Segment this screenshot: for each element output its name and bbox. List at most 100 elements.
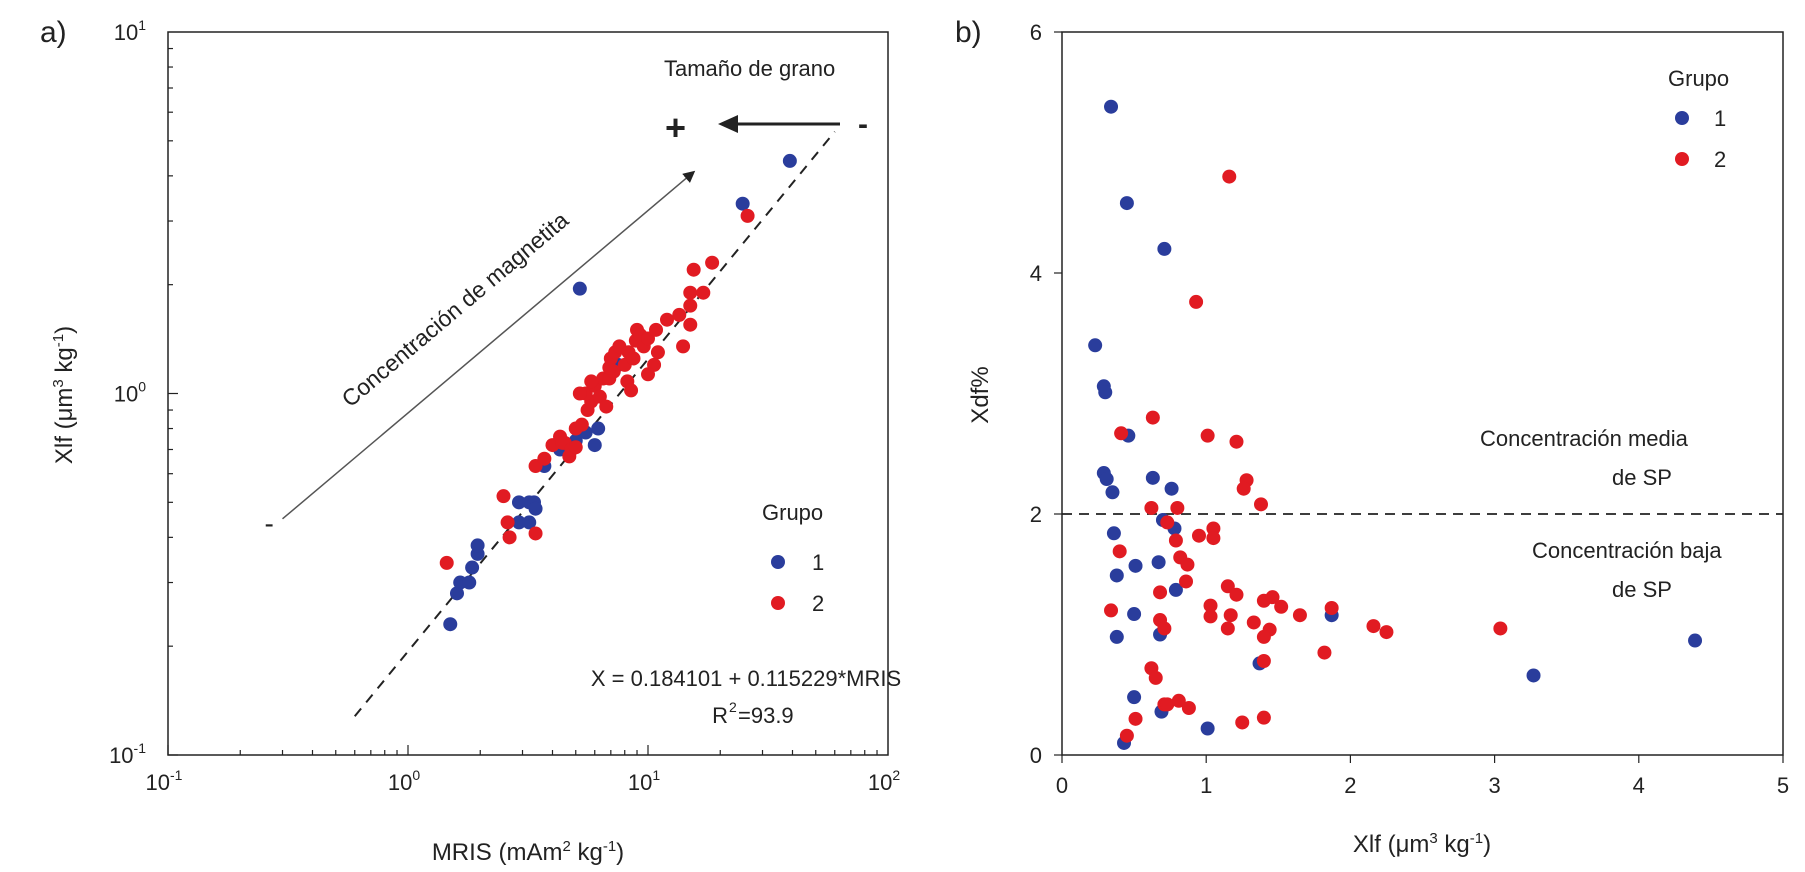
panel-b-point-group-2 [1170,500,1185,515]
panel-b-y-tick-label: 2 [1030,502,1042,527]
panel-b-point-group-2 [1200,428,1215,443]
panel-b-point-group-2 [1144,500,1159,515]
panel-b-y-tick-labels: 0 2 4 6 [1030,20,1042,768]
panel-b-point-group-2 [1246,615,1261,630]
panel-a-x-axis-label: MRIS (mAm2 kg-1) [432,838,624,866]
panel-b-x-tick-labels: 0 1 2 3 4 5 [1056,773,1789,798]
panel-a-point-group-2 [502,530,517,545]
panel-a-y-tick-label: 100 [114,379,146,407]
panel-b-x-tick-label: 4 [1633,773,1645,798]
panel-a: a) 10-1 100 101 102 10-1 100 101 - Concentrac… [40,16,901,866]
panel-b-point-group-1 [1109,568,1124,583]
panel-a-point-group-1 [465,560,480,575]
panel-b-point-group-2 [1104,603,1119,618]
panel-b-point-group-2 [1253,497,1268,512]
panel-b-point-group-1 [1099,472,1114,487]
panel-a-xlabel-end: ) [616,839,624,866]
r-squared-prefix: R [712,703,728,728]
r-squared-value: =93.9 [738,703,794,728]
panel-a-point-group-2 [650,345,665,360]
panel-a-point-group-2 [686,262,701,277]
panel-b-point-group-1 [1128,558,1143,573]
panel-b-point-group-2 [1256,654,1271,669]
panel-a-y-axis-label: Xlf (μm3 kg-1) [50,326,78,464]
panel-a-x-tick-labels: 10-1 100 101 102 [146,767,901,795]
panel-a-point-group-2 [496,489,511,504]
panel-b-xlabel-mu: μm [1396,831,1430,858]
panel-b-plot-frame [1061,31,1784,756]
lower-annotation-line2: de SP [1612,577,1672,602]
panel-a-ylabel-tail: kg [51,347,78,379]
panel-a-point-group-1 [462,575,477,590]
panel-b-point-group-2 [1157,621,1172,636]
panel-b-xlabel-tail: kg [1438,831,1470,858]
panel-b-point-group-2 [1379,625,1394,640]
panel-b-legend-marker-2 [1675,152,1689,166]
panel-b-point-group-2 [1171,693,1186,708]
panel-b-point-group-1 [1098,385,1113,400]
panel-b-point-group-2 [1265,590,1280,605]
panel-b-legend-title: Grupo [1668,66,1729,91]
panel-b-point-group-2 [1324,600,1339,615]
panel-a-point-group-2 [641,367,655,382]
panel-a-y-tick-label: 10-1 [109,740,146,768]
panel-b-point-group-2 [1493,621,1508,636]
panel-b-point-group-2 [1168,533,1183,548]
panel-b-x-tick-label: 3 [1488,773,1500,798]
panel-a-ylabel-sup2: -1 [50,334,67,347]
panel-b-point-group-2 [1235,715,1250,730]
panel-b-point-group-2 [1189,294,1204,309]
panel-a-point-group-1 [511,515,526,530]
grain-size-arrow-head [718,115,738,133]
panel-a-xlabel-sup2: -1 [603,838,616,855]
panel-a-point-group-1 [443,617,458,632]
panel-b-point-group-2 [1256,629,1271,644]
panel-b: b) 0 1 2 3 4 5 0 2 4 6 Concentración media de SP… [955,16,1789,858]
panel-a-xlabel-sup: 2 [562,838,570,855]
panel-b-legend: Grupo 1 2 [1668,66,1729,172]
panel-a-point-group-2 [592,389,607,404]
panel-a-y-tick-label: 101 [114,17,146,45]
panel-a-point-group-2 [500,515,515,530]
panel-a-point-group-1 [572,281,587,296]
panel-b-point-group-2 [1179,574,1194,589]
panel-b-xlabel-main: Xlf ( [1353,831,1396,858]
panel-b-label: b) [955,16,982,49]
panel-a-legend: Grupo 1 2 [762,500,824,616]
panel-a-legend-title: Grupo [762,500,823,525]
panel-a-label: a) [40,16,67,49]
panel-a-point-group-1 [782,153,797,168]
panel-b-point-group-2 [1236,481,1251,496]
panel-a-point-group-1 [591,421,606,436]
panel-a-xlabel-main: MRIS (mAm [432,839,563,866]
panel-a-point-group-2 [676,339,691,354]
panel-a-point-group-2 [624,383,639,398]
lower-annotation-line1: Concentración baja [1532,538,1722,563]
panel-b-x-tick-label: 0 [1056,773,1068,798]
panel-a-point-group-2 [672,307,687,322]
panel-a-x-tick-label: 100 [388,767,420,795]
panel-a-point-group-2 [683,317,698,332]
panel-b-point-group-2 [1223,608,1238,623]
grain-size-minus: - [858,108,868,141]
panel-a-point-group-2 [537,451,552,466]
panel-b-point-group-2 [1180,557,1195,572]
upper-annotation-line2: de SP [1612,465,1672,490]
panel-a-ticks [167,47,878,756]
panel-a-x-tick-label: 101 [628,767,660,795]
panel-b-point-group-1 [1104,99,1119,114]
panel-b-x-tick-label: 2 [1344,773,1356,798]
panel-b-point-group-1 [1168,582,1183,597]
panel-a-point-group-2 [696,285,711,300]
panel-b-x-tick-label: 1 [1200,773,1212,798]
panel-a-point-group-2 [649,322,664,337]
panel-b-point-group-2 [1206,521,1221,536]
panel-b-legend-label-1: 1 [1714,106,1726,131]
panel-a-point-group-2 [568,440,583,455]
panel-a-xlabel-tail: kg [571,839,603,866]
panel-a-point-group-2 [599,399,614,414]
panel-a-point-group-1 [587,438,602,453]
panel-a-point-group-2 [705,255,720,270]
panel-a-point-group-1 [522,515,537,530]
